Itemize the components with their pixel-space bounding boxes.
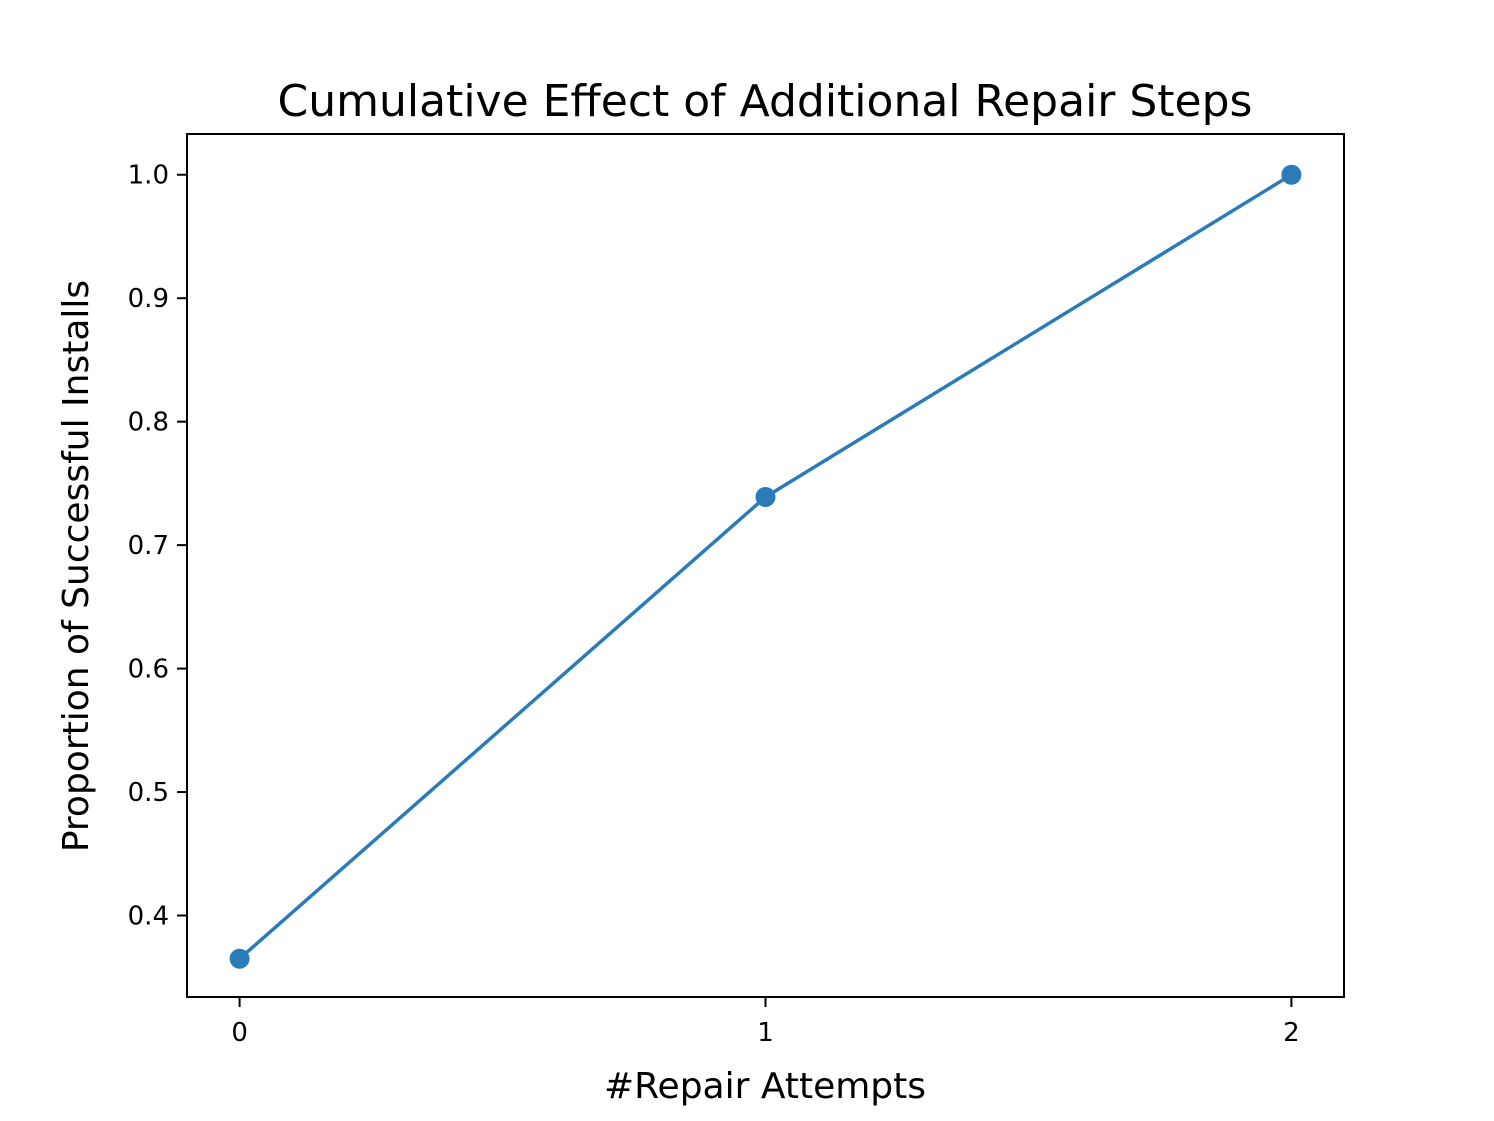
y-tick-label: 0.9 (128, 284, 169, 314)
chart-title: Cumulative Effect of Additional Repair S… (278, 76, 1253, 127)
y-tick-label: 0.4 (128, 902, 169, 932)
x-tick-label: 2 (1283, 1018, 1300, 1048)
data-point (229, 948, 250, 969)
x-tick-label: 1 (757, 1018, 774, 1048)
data-point (755, 486, 776, 507)
y-tick-label: 0.6 (128, 655, 169, 685)
y-tick-label: 1.0 (128, 161, 169, 191)
plot-frame (186, 133, 1345, 998)
y-tick-label: 0.7 (128, 531, 169, 561)
x-axis-label: #Repair Attempts (604, 1066, 926, 1107)
series-layer (229, 164, 1302, 969)
y-tick-label: 0.5 (128, 778, 169, 808)
y-tick-label: 0.8 (128, 408, 169, 438)
y-axis-label: Proportion of Successful Installs (56, 280, 97, 852)
x-tick-label: 0 (231, 1018, 248, 1048)
data-point (1281, 164, 1302, 185)
y-axis-ticks: 0.4 0.5 0.6 0.7 0.8 0.9 1.0 (128, 161, 187, 932)
x-axis-ticks: 0 1 2 (231, 997, 1300, 1048)
